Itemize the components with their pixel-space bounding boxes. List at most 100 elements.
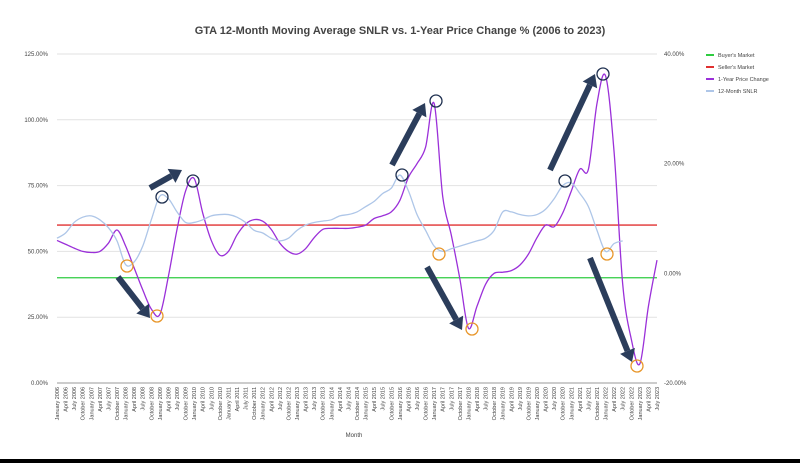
left-tick-label: 125.00% [24, 52, 48, 58]
trough-circle [150, 309, 164, 323]
x-tick-label: January 2007 [89, 387, 95, 420]
x-tick-label: January 2013 [295, 387, 301, 420]
x-tick-label: April 2007 [98, 387, 104, 412]
left-tick-label: 100.00% [24, 118, 48, 124]
trough-circle [432, 247, 446, 261]
arrow-head-icon [412, 103, 427, 118]
x-tick-label: October 2014 [355, 387, 361, 420]
left-tick-label: 50.00% [28, 249, 49, 255]
arrow-head-icon [620, 347, 635, 362]
peak-circle [186, 174, 200, 188]
chart-title: GTA 12-Month Moving Average SNLR vs. 1-Y… [195, 25, 606, 37]
x-tick-label: October 2008 [149, 387, 155, 420]
series-lines [56, 73, 658, 366]
x-tick-label: April 2018 [475, 387, 481, 412]
x-tick-label: January 2010 [192, 387, 198, 420]
x-tick-label: July 2013 [312, 387, 318, 411]
x-tick-label: January 2017 [432, 387, 438, 420]
left-tick-label: 25.00% [28, 315, 49, 321]
x-tick-label: January 2009 [158, 387, 164, 420]
x-tick-label: July 2016 [415, 387, 421, 411]
x-tick-label: January 2019 [501, 387, 507, 420]
x-tick-label: October 2009 [184, 387, 190, 420]
x-tick-label: July 2012 [278, 387, 284, 411]
right-tick-label: -20.00% [664, 381, 687, 387]
x-tick-label: April 2022 [612, 387, 618, 412]
left-tick-label: 75.00% [28, 184, 49, 190]
x-tick-label: October 2007 [115, 387, 121, 420]
x-axis-label: Month [346, 433, 363, 439]
x-tick-label: July 2010 [209, 387, 215, 411]
x-tick-label: July 2011 [244, 387, 250, 410]
x-tick-label: October 2012 [286, 387, 292, 420]
x-tick-label: October 2011 [252, 387, 258, 420]
arrow-shaft [424, 265, 459, 321]
trough-circle [630, 359, 644, 373]
legend-label: Seller's Market [718, 65, 755, 71]
x-tick-label: October 2006 [81, 387, 87, 420]
annotations [115, 67, 644, 373]
trough-circle [465, 322, 479, 336]
x-tick-label: July 2015 [381, 387, 387, 411]
x-tick-label: July 2020 [552, 387, 558, 411]
legend: Buyer's Market Seller's Market 1-Year Pric… [706, 53, 769, 95]
x-tick-label: July 2008 [141, 387, 147, 411]
arrow-shaft [587, 256, 631, 352]
x-tick-label: January 2023 [638, 387, 644, 420]
peak-circle [155, 190, 169, 204]
left-tick-label: 0.00% [31, 381, 49, 387]
arrow-shaft [389, 112, 423, 167]
legend-label: Buyer's Market [718, 53, 755, 59]
arrow-head-icon [449, 315, 464, 330]
right-tick-label: 40.00% [664, 52, 685, 58]
x-tick-label: July 2019 [518, 387, 524, 411]
x-tick-label: October 2019 [526, 387, 532, 420]
right-tick-label: 20.00% [664, 162, 685, 168]
x-tick-label: January 2016 [398, 387, 404, 420]
x-tick-label: April 2009 [166, 387, 172, 412]
x-tick-label: October 2016 [424, 387, 430, 420]
x-tick-label: April 2020 [544, 387, 550, 412]
x-tick-label: April 2014 [338, 387, 344, 412]
legend-label: 1-Year Price Change [718, 77, 769, 83]
x-tick-label: April 2023 [646, 387, 652, 412]
x-tick-label: July 2009 [175, 387, 181, 411]
x-tick-label: October 2010 [218, 387, 224, 420]
x-tick-label: July 2014 [346, 387, 352, 411]
legend-label: 12-Month SNLR [718, 89, 757, 95]
x-tick-label: July 2007 [106, 387, 112, 411]
peak-circle [395, 168, 409, 182]
x-tick-label: July 2022 [621, 387, 627, 411]
x-tick-label: October 2020 [561, 387, 567, 420]
arrow-head-icon [167, 168, 182, 183]
x-tick-label: July 2021 [586, 387, 592, 411]
axis-ticks: 0.00% 25.00% 50.00% 75.00% 100.00% 125.00% -20… [24, 52, 687, 420]
bottom-border [0, 459, 800, 463]
x-tick-label: January 2011 [226, 387, 232, 420]
arrow-shaft [115, 275, 145, 311]
gridlines [57, 53, 657, 384]
x-tick-label: January 2015 [364, 387, 370, 420]
x-tick-label: April 2019 [509, 387, 515, 412]
x-tick-label: July 2018 [484, 387, 490, 411]
x-tick-label: April 2017 [441, 387, 447, 412]
trough-circles [120, 247, 644, 373]
x-tick-label: January 2006 [55, 387, 61, 420]
trough-circle [120, 259, 134, 273]
x-tick-label: January 2020 [535, 387, 541, 420]
x-tick-label: January 2018 [466, 387, 472, 420]
arrow-head-icon [582, 74, 598, 89]
arrow-shaft [148, 173, 174, 191]
peak-circles [155, 67, 610, 204]
series-line-12-month-snlr [56, 174, 623, 267]
x-tick-label: October 2017 [458, 387, 464, 420]
x-tick-label: April 2008 [132, 387, 138, 412]
x-tick-label: April 2012 [269, 387, 275, 412]
x-tick-label: October 2022 [629, 387, 635, 420]
x-tick-label: April 2016 [406, 387, 412, 412]
x-tick-label: July 2006 [72, 387, 78, 411]
peak-circle [558, 174, 572, 188]
x-tick-label: April 2013 [304, 387, 310, 412]
x-tick-label: July 2017 [449, 387, 455, 411]
trend-arrows [115, 74, 635, 362]
